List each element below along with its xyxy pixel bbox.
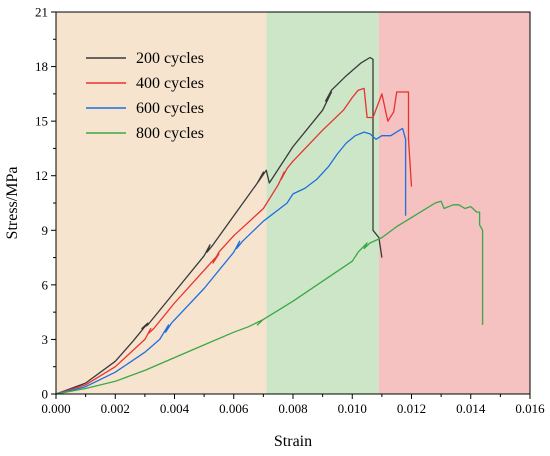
x-tick-label: 0.010 — [338, 401, 367, 416]
y-axis: 0 3 6 9 12 15 18 21 — [35, 5, 56, 402]
y-tick-label: 9 — [42, 223, 49, 238]
x-tick-label: 0.012 — [397, 401, 426, 416]
x-axis-title: Strain — [274, 433, 312, 450]
x-tick-label: 0.016 — [515, 401, 545, 416]
y-tick-label: 12 — [35, 168, 48, 183]
x-tick-label: 0.006 — [219, 401, 249, 416]
region-1 — [56, 12, 267, 394]
y-tick-label: 6 — [42, 277, 49, 292]
y-tick-label: 15 — [35, 114, 48, 129]
y-axis-title: Stress/MPa — [4, 167, 21, 240]
y-tick-label: 3 — [42, 332, 49, 347]
series-line-2 — [55, 87, 413, 395]
legend-label-3: 600 cycles — [136, 100, 204, 117]
legend-label-4: 800 cycles — [136, 125, 204, 142]
x-tick-label: 0.002 — [101, 401, 130, 416]
legend-label-2: 400 cycles — [136, 75, 204, 92]
region-3 — [378, 12, 530, 394]
legend: 200 cycles 400 cycles 600 cycles 800 cycles — [86, 50, 204, 142]
x-tick-label: 0.014 — [456, 401, 486, 416]
x-tick-label: 0.008 — [278, 401, 307, 416]
x-tick-label: 0.000 — [41, 401, 70, 416]
y-tick-label: 18 — [35, 59, 48, 74]
legend-label-1: 200 cycles — [136, 50, 204, 67]
series-line-1 — [55, 56, 383, 395]
region-2 — [266, 12, 379, 394]
strain-regions — [56, 12, 530, 394]
series-lines — [55, 56, 484, 395]
y-tick-label: 0 — [42, 387, 49, 402]
y-tick-label: 21 — [35, 5, 48, 20]
x-axis: 0.000 0.002 0.004 0.006 0.008 0.010 0.012 0.014… — [41, 394, 545, 416]
x-tick-label: 0.004 — [160, 401, 190, 416]
series-line-4 — [55, 200, 484, 395]
series-line-3 — [55, 127, 407, 395]
